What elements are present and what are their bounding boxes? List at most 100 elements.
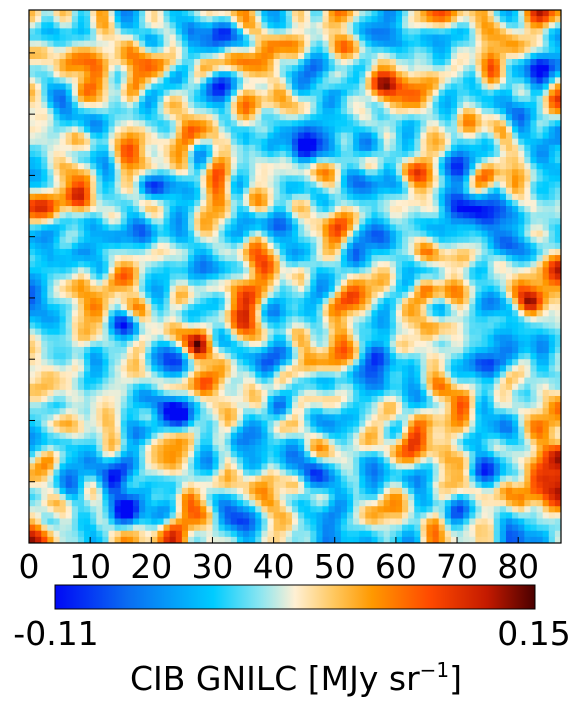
heatmap-cell xyxy=(359,236,366,244)
heatmap-cell xyxy=(120,346,128,354)
heatmap-cell xyxy=(359,353,366,360)
heatmap-cell xyxy=(285,181,293,189)
heatmap-cell xyxy=(530,187,538,195)
heatmap-cell xyxy=(457,236,464,244)
heatmap-cell xyxy=(469,285,476,293)
heatmap-cell xyxy=(493,181,501,189)
heatmap-cell xyxy=(279,16,287,23)
heatmap-cell xyxy=(218,16,226,23)
heatmap-cell xyxy=(432,340,440,348)
heatmap-cell xyxy=(157,236,165,244)
heatmap-cell xyxy=(285,138,293,146)
heatmap-cell xyxy=(96,52,103,60)
heatmap-cell xyxy=(285,206,293,213)
heatmap-cell xyxy=(65,316,73,323)
heatmap-cell xyxy=(71,218,79,225)
heatmap-cell xyxy=(291,52,299,60)
heatmap-cell xyxy=(77,34,85,42)
heatmap-cell xyxy=(322,187,330,195)
heatmap-cell xyxy=(71,273,79,281)
heatmap-cell xyxy=(334,279,342,287)
heatmap-cell xyxy=(530,169,538,176)
heatmap-cell xyxy=(71,322,79,330)
heatmap-cell xyxy=(481,175,489,183)
heatmap-cell xyxy=(371,144,379,152)
heatmap-cell xyxy=(230,328,238,336)
heatmap-cell xyxy=(151,120,158,127)
heatmap-cell xyxy=(518,163,525,170)
heatmap-cell xyxy=(230,316,238,323)
heatmap-cell xyxy=(41,353,48,360)
heatmap-cell xyxy=(310,248,317,256)
heatmap-cell xyxy=(487,279,495,287)
heatmap-cell xyxy=(420,224,427,232)
heatmap-cell xyxy=(243,346,250,354)
heatmap-cell xyxy=(389,279,397,287)
heatmap-cell xyxy=(249,120,256,127)
heatmap-cell xyxy=(96,242,103,250)
heatmap-cell xyxy=(487,150,495,158)
heatmap-cell xyxy=(426,65,434,72)
heatmap-cell xyxy=(212,255,220,262)
heatmap-cell xyxy=(505,230,513,238)
heatmap-cell xyxy=(181,150,189,158)
heatmap-cell xyxy=(469,65,476,72)
heatmap-cell xyxy=(304,89,311,97)
heatmap-cell xyxy=(395,273,403,281)
heatmap-cell xyxy=(224,297,232,305)
heatmap-cells xyxy=(29,10,561,543)
heatmap-cell xyxy=(426,199,434,207)
heatmap-cell xyxy=(108,132,116,140)
heatmap-cell xyxy=(126,291,134,299)
heatmap-cell xyxy=(377,218,385,225)
heatmap-cell xyxy=(77,169,85,176)
heatmap-cell xyxy=(365,114,372,121)
heatmap-cell xyxy=(53,181,61,189)
heatmap-cell xyxy=(395,212,403,219)
heatmap-cell xyxy=(420,328,427,336)
heatmap-cell xyxy=(420,218,427,225)
heatmap-cell xyxy=(432,40,440,48)
heatmap-cell xyxy=(353,279,360,287)
heatmap-cell xyxy=(47,334,54,342)
heatmap-cell xyxy=(261,316,268,323)
heatmap-cell xyxy=(108,304,116,311)
heatmap-cell xyxy=(206,261,213,268)
heatmap-cell xyxy=(224,267,232,274)
heatmap-cell xyxy=(261,77,268,85)
heatmap-cell xyxy=(353,267,360,274)
heatmap-cell xyxy=(90,71,97,78)
heatmap-cell xyxy=(365,316,372,323)
heatmap-cell xyxy=(322,279,330,287)
heatmap-cell xyxy=(285,108,293,115)
heatmap-cell xyxy=(304,10,311,17)
heatmap-cell xyxy=(469,40,476,48)
heatmap-cell xyxy=(542,353,550,360)
heatmap-cell xyxy=(126,34,134,42)
heatmap-cell xyxy=(212,150,220,158)
heatmap-cell xyxy=(389,132,397,140)
heatmap-cell xyxy=(90,34,97,42)
heatmap-cell xyxy=(463,157,470,164)
heatmap-cell xyxy=(291,101,299,109)
heatmap-cell xyxy=(35,16,42,23)
heatmap-cell xyxy=(139,126,146,134)
heatmap-cell xyxy=(255,212,262,219)
heatmap-cell xyxy=(77,316,85,323)
heatmap-cell xyxy=(102,89,109,97)
heatmap-cell xyxy=(212,322,220,330)
heatmap-cell xyxy=(163,285,171,293)
heatmap-cell xyxy=(383,101,391,109)
heatmap-cell xyxy=(548,120,556,127)
heatmap-cell xyxy=(255,193,262,201)
heatmap-cell xyxy=(469,206,476,213)
heatmap-cell xyxy=(249,108,256,115)
heatmap-cell xyxy=(310,304,317,311)
heatmap-cell xyxy=(84,242,91,250)
heatmap-cell xyxy=(395,328,403,336)
heatmap-cell xyxy=(340,297,348,305)
heatmap-cell xyxy=(505,267,513,274)
heatmap-cell xyxy=(47,65,54,72)
heatmap-cell xyxy=(536,83,544,91)
heatmap-cell xyxy=(524,89,531,97)
